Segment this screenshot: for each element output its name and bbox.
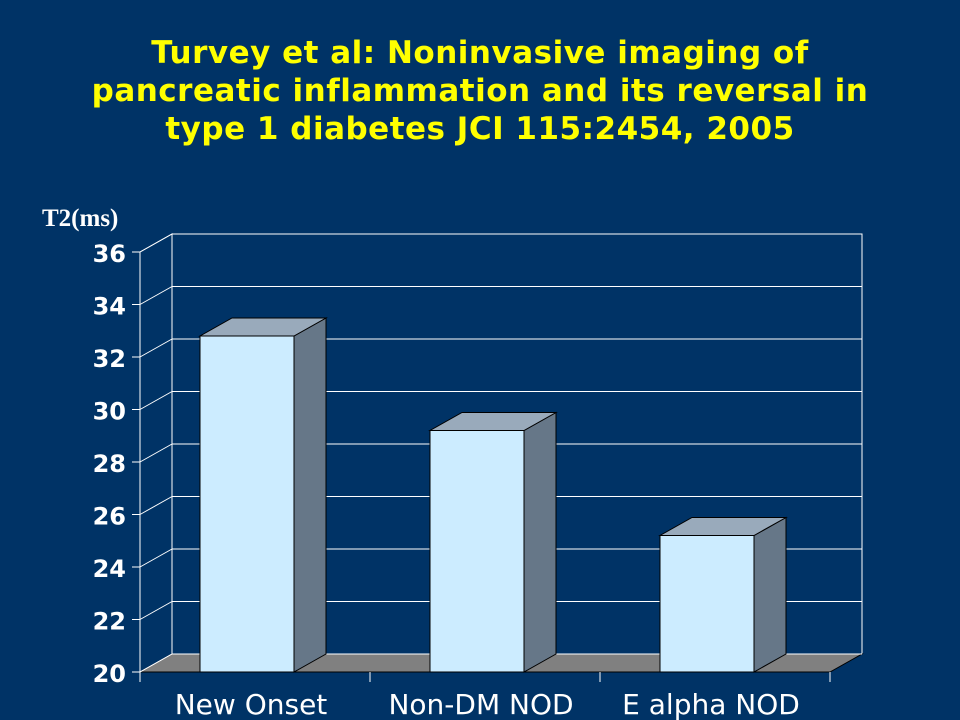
y-axis-label: T2(ms) [42,205,118,232]
title-line-1: Turvey et al: Noninvasive imaging of [151,35,809,71]
gridline-side [139,653,173,673]
gridline-side [139,601,173,620]
title-line-2: pancreatic inflammation and its reversal… [91,73,869,109]
gridline-side [139,391,173,410]
y-tick-label: 24 [93,555,126,583]
gridline-side [139,233,173,253]
y-tick-label: 26 [93,503,126,531]
bar [429,430,525,673]
gridline-side [139,496,173,515]
y-tick-label: 32 [93,345,126,373]
x-category-label: E alpha NOD [622,688,800,720]
y-tick-label: 20 [93,660,126,688]
title-line-3: type 1 diabetes JCI 115:2454, 2005 [165,111,795,147]
gridline-side [139,338,173,358]
y-tick-label: 22 [93,608,126,636]
y-tick-label: 34 [93,293,126,321]
bar-side [293,317,327,673]
bar-side [523,411,557,673]
y-tick-label: 36 [93,240,126,268]
x-category-label: Non-DM NOD [388,688,573,720]
bar [659,535,755,673]
gridline-side [139,548,173,568]
x-category-label: New Onset [175,688,328,720]
y-tick-label: 30 [93,398,126,426]
y-tick-label: 28 [93,450,126,478]
gridline-side [139,286,173,305]
chart-title: Turvey et al: Noninvasive imaging of pan… [20,34,940,148]
bar-side [753,516,787,673]
gridline-side [139,443,173,463]
bar [199,335,295,673]
